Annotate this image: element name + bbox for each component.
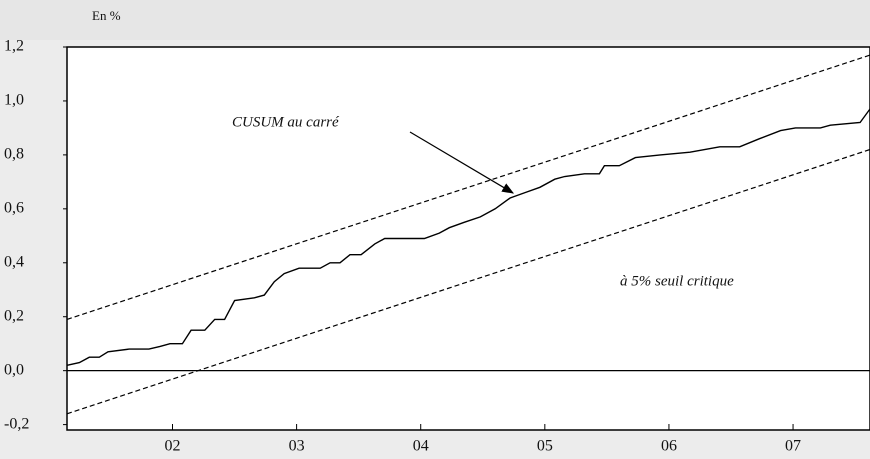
- plot-area: [66, 46, 870, 431]
- annotation: CUSUM au carré: [232, 114, 340, 130]
- annotation-arrow: [409, 131, 515, 194]
- y-tick-label: 1,0: [4, 92, 24, 109]
- y-tick-label: 1,2: [4, 38, 24, 55]
- x-tick-label: 06: [661, 438, 677, 455]
- y-tick-label: 0,6: [4, 200, 24, 217]
- critical-line: [66, 54, 870, 320]
- y-tick-label: -0,2: [4, 415, 29, 432]
- header-band: [0, 0, 870, 40]
- x-tick-label: 03: [289, 438, 305, 455]
- x-tick-label: 04: [413, 438, 429, 455]
- critical-line: [66, 148, 870, 415]
- y-tick-label: 0,2: [4, 307, 24, 324]
- annotation: à 5% seuil critique: [620, 273, 734, 289]
- y-axis-label: En %: [92, 8, 121, 23]
- y-tick-label: 0,8: [4, 146, 24, 163]
- y-tick-label: 0,0: [4, 361, 24, 378]
- x-tick-label: 05: [537, 438, 553, 455]
- x-tick-label: 02: [164, 438, 180, 455]
- x-tick-label: 07: [785, 438, 801, 455]
- series-line: [66, 108, 870, 366]
- y-tick-label: 0,4: [4, 253, 24, 270]
